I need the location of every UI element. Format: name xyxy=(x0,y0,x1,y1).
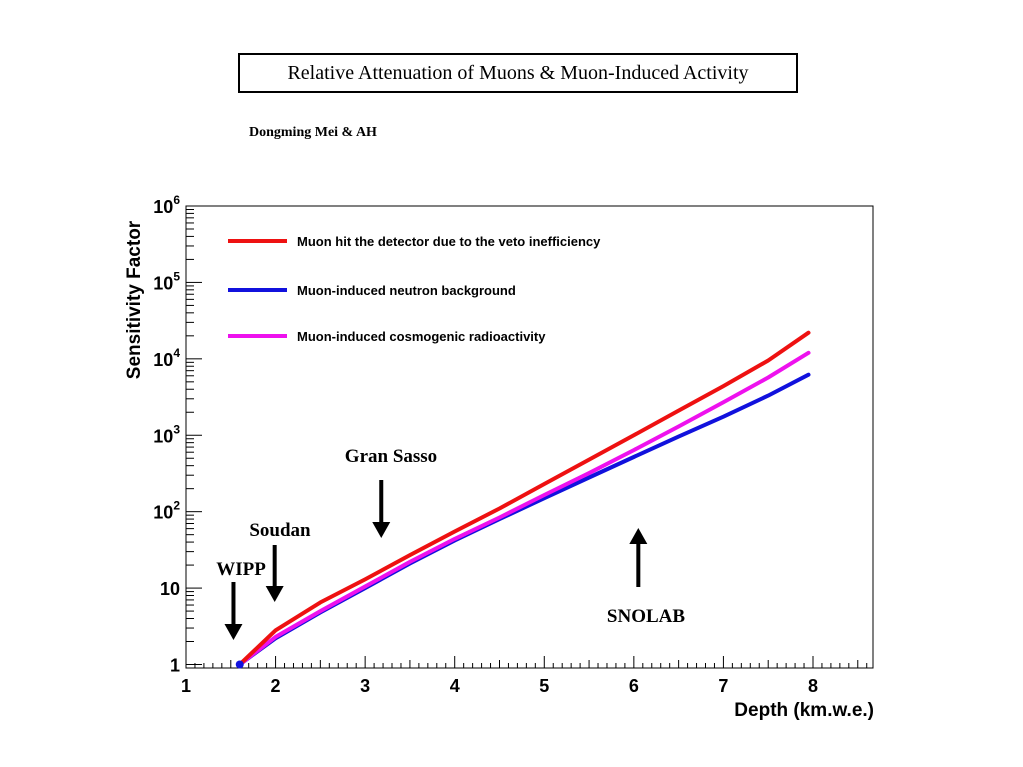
authors-line: Dongming Mei & AH xyxy=(249,125,377,140)
annotation-label: SNOLAB xyxy=(607,606,685,627)
x-tick-label: 3 xyxy=(360,676,370,696)
legend-label: Muon-induced neutron background xyxy=(297,283,516,298)
x-tick-label: 7 xyxy=(718,676,728,696)
annotation-label: Gran Sasso xyxy=(345,446,437,467)
y-tick-label: 104 xyxy=(153,346,180,370)
start-point xyxy=(235,660,244,669)
y-tick-label: 1 xyxy=(170,656,180,676)
x-tick-label: 6 xyxy=(629,676,639,696)
series-line xyxy=(237,372,811,667)
plot-frame xyxy=(185,205,874,669)
legend-label: Muon-induced cosmogenic radioactivity xyxy=(297,329,546,344)
y-tick-label: 105 xyxy=(153,269,180,293)
y-tick-label: 106 xyxy=(153,193,180,217)
legend-label: Muon hit the detector due to the veto in… xyxy=(297,234,601,249)
x-tick-label: 4 xyxy=(450,676,460,696)
annotation-label: Soudan xyxy=(249,520,311,541)
x-axis-label: Depth (km.w.e.) xyxy=(734,700,874,721)
arrow-head-icon xyxy=(265,586,284,602)
y-tick-label: 10 xyxy=(160,579,180,599)
series-line xyxy=(237,330,811,667)
arrow-head-icon xyxy=(224,624,243,640)
arrow-head-icon xyxy=(372,522,391,538)
x-tick-label: 2 xyxy=(271,676,281,696)
annotation-label: WIPP xyxy=(216,559,266,580)
slide-title: Relative Attenuation of Muons & Muon-Ind… xyxy=(238,53,798,93)
series-line xyxy=(237,350,811,667)
x-tick-label: 1 xyxy=(181,676,191,696)
x-tick-label: 8 xyxy=(808,676,818,696)
y-tick-label: 102 xyxy=(153,499,180,523)
y-tick-label: 103 xyxy=(153,422,180,446)
y-axis-label: Sensitivity Factor xyxy=(124,220,145,379)
x-tick-label: 5 xyxy=(539,676,549,696)
arrow-head-icon xyxy=(629,528,648,544)
